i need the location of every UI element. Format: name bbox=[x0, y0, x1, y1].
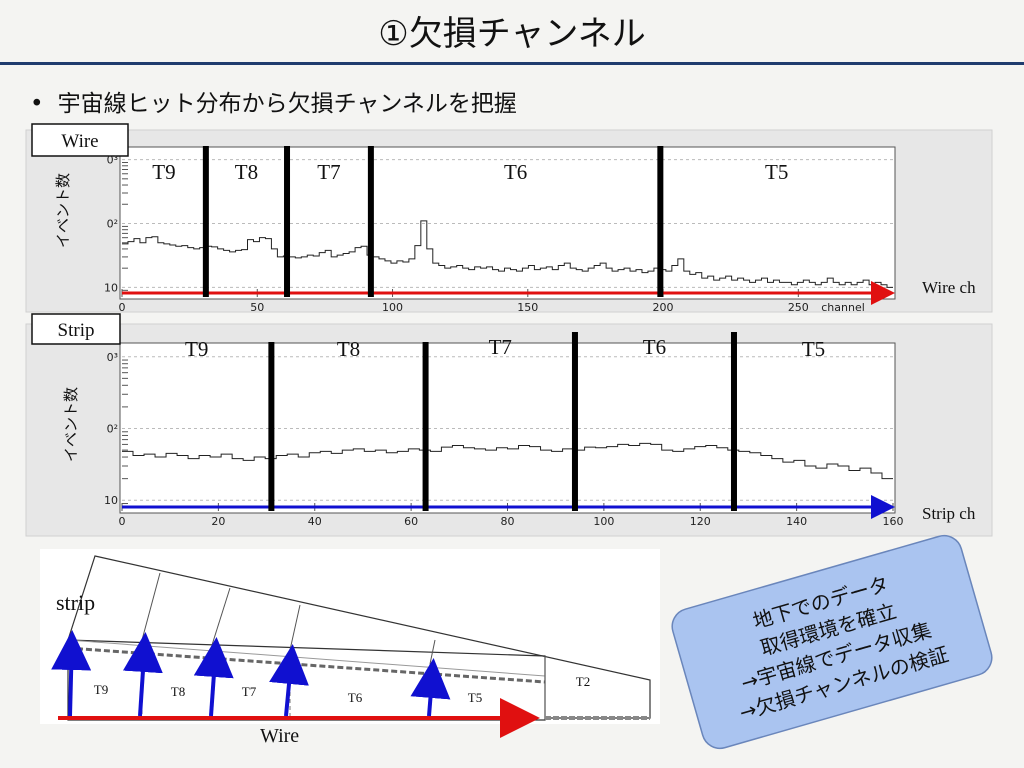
detector-diagram: strip Wire T9 T8 T7 T6 T5 T2 bbox=[40, 549, 660, 747]
strip-box-label: Strip bbox=[58, 320, 95, 341]
y-tick-label: 0³ bbox=[107, 154, 118, 167]
diagram-strip-label: strip bbox=[56, 590, 95, 615]
wire-xlabel: channel bbox=[821, 301, 865, 314]
title-rule bbox=[0, 62, 1024, 65]
zone-label-t7: T7 bbox=[317, 160, 340, 184]
strip-ylabel: イベント数 bbox=[62, 387, 80, 462]
wire-box bbox=[31, 123, 129, 157]
zone-label-t6: T6 bbox=[643, 335, 666, 359]
diagram-wire-label: Wire bbox=[260, 725, 299, 747]
strip-arrow-t7 bbox=[193, 637, 234, 717]
missing-channel-boundary bbox=[367, 146, 374, 297]
x-tick-label: 0 bbox=[119, 515, 126, 528]
histogram-series bbox=[122, 442, 893, 480]
bullet-text: 宇宙線ヒット分布から欠損チャンネルを把握 bbox=[57, 91, 517, 117]
x-tick-label: 120 bbox=[690, 515, 711, 528]
divider-t7 bbox=[211, 587, 231, 646]
bullet-point: • 宇宙線ヒット分布から欠損チャンネルを把握 bbox=[30, 84, 517, 118]
wire-box-label: Wire bbox=[61, 131, 98, 152]
y-tick-label: 0³ bbox=[107, 351, 118, 364]
callout-box: 地下でのデータ 取得環境を確立 →宇宙線でデータ収集 →欠損チャンネルの検証 bbox=[671, 534, 993, 750]
x-tick-label: 0 bbox=[119, 301, 126, 314]
zone-label-t9: T9 bbox=[185, 337, 208, 361]
divider-t6 bbox=[289, 604, 301, 651]
diagram-section-t2: T2 bbox=[576, 674, 590, 689]
missing-channel-boundary bbox=[284, 146, 291, 297]
missing-channel-boundary bbox=[202, 146, 209, 297]
strip-arrow-t6 bbox=[269, 644, 309, 717]
x-tick-label: 140 bbox=[786, 515, 807, 528]
strip-arrow-t9 bbox=[51, 630, 92, 717]
missing-channel-boundary bbox=[730, 332, 737, 511]
x-tick-label: 200 bbox=[653, 301, 674, 314]
wire-side-label: Wire ch bbox=[922, 278, 976, 297]
zone-label-t8: T8 bbox=[337, 337, 360, 361]
strip-side-label: Strip ch bbox=[922, 504, 976, 523]
strip-arrow-t5 bbox=[410, 658, 451, 717]
zone-label-t5: T5 bbox=[802, 337, 825, 361]
callout-shape bbox=[671, 534, 993, 750]
y-tick-label: 10 bbox=[104, 494, 118, 507]
diagram-section-t5: T5 bbox=[468, 690, 482, 705]
bullet-dot: • bbox=[30, 91, 44, 117]
zone-label-t8: T8 bbox=[235, 160, 258, 184]
strip-arrow-t8 bbox=[122, 632, 163, 717]
x-tick-label: 250 bbox=[788, 301, 809, 314]
missing-channel-boundary bbox=[422, 342, 429, 511]
x-tick-label: 20 bbox=[211, 515, 225, 528]
histogram-series bbox=[122, 220, 893, 288]
wire-ylabel: イベント数 bbox=[54, 173, 72, 248]
missing-channel-boundary bbox=[657, 146, 664, 297]
x-tick-label: 60 bbox=[404, 515, 418, 528]
y-tick-label: 0² bbox=[107, 218, 118, 231]
diagram-section-t9: T9 bbox=[94, 682, 108, 697]
diagram-section-t7: T7 bbox=[242, 684, 257, 699]
zone-label-t6: T6 bbox=[504, 160, 527, 184]
zone-label-t9: T9 bbox=[152, 160, 175, 184]
y-tick-label: 10 bbox=[104, 281, 118, 294]
divider-t8 bbox=[141, 572, 161, 641]
x-tick-label: 100 bbox=[382, 301, 403, 314]
strip-box bbox=[31, 313, 121, 345]
x-tick-label: 40 bbox=[308, 515, 322, 528]
x-tick-label: 80 bbox=[501, 515, 515, 528]
y-tick-label: 0² bbox=[107, 423, 118, 436]
x-tick-label: 150 bbox=[517, 301, 538, 314]
slide-title: ①欠損チャンネル bbox=[378, 14, 646, 54]
diagram-section-t8: T8 bbox=[171, 684, 185, 699]
wire-chart: 10 0² 0³ 0 50 100 150 200 250 T9 T8 T7 T6 T5 bbox=[104, 146, 895, 314]
strip-chart: 10 0² 0³ 0 20 40 60 80 100 120 140 160 T9 T8 T7 T6 T5 bbox=[104, 332, 904, 528]
missing-channel-boundary bbox=[571, 332, 578, 511]
diagram-section-t6: T6 bbox=[348, 690, 363, 705]
x-tick-label: 50 bbox=[250, 301, 264, 314]
zone-label-t7: T7 bbox=[489, 335, 512, 359]
x-tick-label: 160 bbox=[883, 515, 904, 528]
missing-channel-boundary bbox=[268, 342, 275, 511]
x-tick-label: 100 bbox=[593, 515, 614, 528]
zone-label-t5: T5 bbox=[765, 160, 788, 184]
